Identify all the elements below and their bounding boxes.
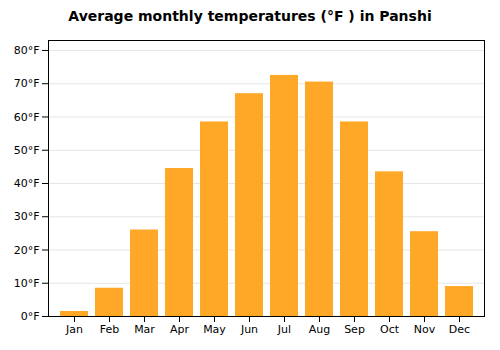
- svg-text:20°F: 20°F: [14, 244, 40, 257]
- svg-text:50°F: 50°F: [14, 144, 40, 157]
- svg-text:Oct: Oct: [380, 323, 400, 336]
- svg-text:Mar: Mar: [134, 323, 155, 336]
- svg-text:Nov: Nov: [414, 323, 436, 336]
- svg-text:10°F: 10°F: [14, 277, 40, 290]
- svg-text:Apr: Apr: [170, 323, 190, 336]
- svg-text:Sep: Sep: [344, 323, 365, 336]
- svg-text:40°F: 40°F: [14, 177, 40, 190]
- svg-text:30°F: 30°F: [14, 210, 40, 223]
- svg-text:Dec: Dec: [449, 323, 470, 336]
- svg-text:60°F: 60°F: [14, 111, 40, 124]
- svg-text:Feb: Feb: [100, 323, 119, 336]
- svg-text:70°F: 70°F: [14, 77, 40, 90]
- svg-text:Aug: Aug: [309, 323, 330, 336]
- svg-text:Jul: Jul: [277, 323, 291, 336]
- svg-text:Jun: Jun: [240, 323, 258, 336]
- html-text:Average monthly temperatures (: Average monthly temperatures (°F ) in Pa…: [68, 8, 432, 24]
- svg-text:80°F: 80°F: [14, 44, 40, 57]
- svg-text:Jan: Jan: [65, 323, 83, 336]
- svg-text:May: May: [203, 323, 226, 336]
- svg-text:0°F: 0°F: [21, 310, 40, 323]
